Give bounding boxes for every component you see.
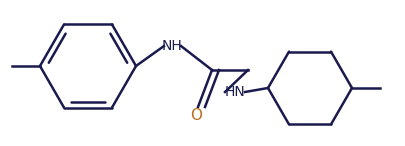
Text: NH: NH xyxy=(162,39,182,53)
Text: O: O xyxy=(190,107,202,122)
Text: HN: HN xyxy=(225,85,245,99)
